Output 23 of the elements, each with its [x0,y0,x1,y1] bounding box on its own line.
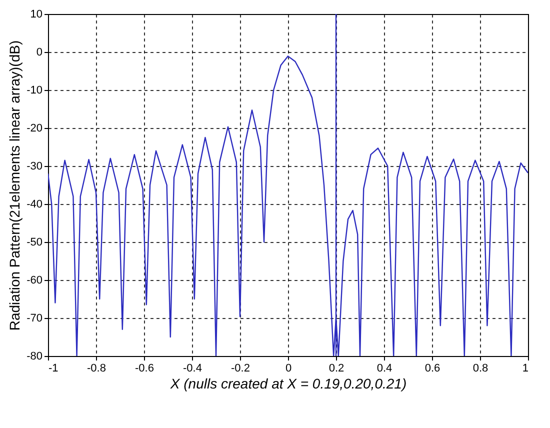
x-tick-label: 0.6 [424,362,440,374]
x-tick-label: 1 [522,362,528,374]
y-tick-label: 10 [30,8,42,20]
y-tick-label: -60 [26,274,42,286]
x-tick-label: 0.8 [472,362,488,374]
y-tick-label: -50 [26,236,42,248]
x-tick-label: 0 [285,362,292,374]
x-tick-label: -0.8 [87,362,106,374]
y-tick-label: -70 [26,312,42,324]
x-tick-label: 0.2 [328,362,344,374]
y-tick-label: -30 [26,160,42,172]
y-tick-label: -40 [26,198,42,210]
y-axis-title: Radiation Pattern(21elements linear array)(dB) [6,40,23,331]
x-axis-title: X (nulls created at X = 0.19,0.20,0.21) [169,376,407,392]
y-tick-label: -10 [26,84,42,96]
x-tick-label: 0.4 [376,362,392,374]
y-tick-label: 0 [36,46,42,58]
x-tick-label: -1 [48,362,58,374]
x-tick-label: -0.6 [135,362,154,374]
x-tick-label: -0.2 [231,362,250,374]
y-tick-label: -80 [26,350,42,362]
x-tick-label: -0.4 [183,362,202,374]
y-tick-label: -20 [26,122,42,134]
